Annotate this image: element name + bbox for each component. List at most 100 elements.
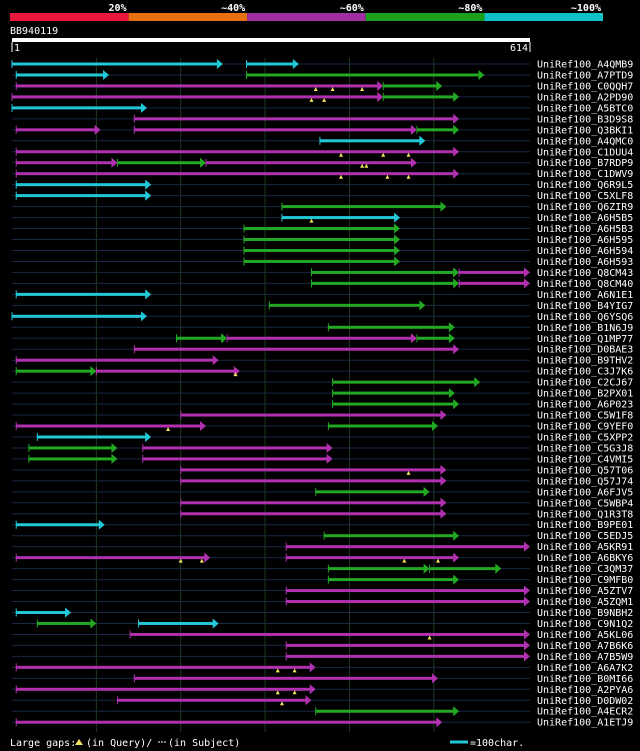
alignment-segment[interactable] bbox=[206, 161, 412, 165]
alignment-segment[interactable] bbox=[429, 567, 497, 571]
hit-row[interactable]: UniRef100_C3J7K6 bbox=[12, 366, 633, 378]
hit-label[interactable]: UniRef100_Q8CM40 bbox=[537, 279, 633, 290]
alignment-segment[interactable] bbox=[28, 446, 113, 450]
hit-label[interactable]: UniRef100_Q57T06 bbox=[537, 465, 633, 476]
alignment-segment[interactable] bbox=[28, 457, 113, 461]
alignment-segment[interactable] bbox=[286, 545, 525, 549]
alignment-segment[interactable] bbox=[138, 621, 214, 625]
alignment-segment[interactable] bbox=[16, 611, 67, 614]
hit-label[interactable]: UniRef100_B2PX01 bbox=[537, 389, 633, 400]
alignment-segment[interactable] bbox=[286, 654, 525, 658]
hit-label[interactable]: UniRef100_B1N6J9 bbox=[537, 323, 633, 334]
hit-row[interactable]: UniRef100_A7B6K6 bbox=[12, 640, 633, 652]
hit-row[interactable]: UniRef100_Q6R9L5 bbox=[12, 179, 633, 192]
hit-label[interactable]: UniRef100_A5KR91 bbox=[537, 542, 633, 553]
hit-label[interactable]: UniRef100_C1DWV9 bbox=[537, 169, 633, 180]
hit-row[interactable]: UniRef100_A7PTD9 bbox=[12, 69, 633, 82]
hit-label[interactable]: UniRef100_A7PTD9 bbox=[537, 70, 633, 81]
hit-row[interactable]: UniRef100_Q57T06 bbox=[12, 464, 633, 477]
hit-row[interactable]: UniRef100_Q8CM43 bbox=[12, 267, 633, 279]
hit-row[interactable]: UniRef100_B0MI66 bbox=[12, 673, 633, 685]
hit-label[interactable]: UniRef100_A2PD90 bbox=[537, 92, 633, 103]
hit-label[interactable]: UniRef100_C0QQH7 bbox=[537, 81, 633, 92]
alignment-segment[interactable] bbox=[134, 128, 412, 132]
hit-row[interactable]: UniRef100_C5WBP4 bbox=[12, 497, 633, 510]
hit-row[interactable]: UniRef100_A4ECR2 bbox=[12, 706, 633, 718]
hit-row[interactable]: UniRef100_A6FJV5 bbox=[12, 486, 633, 499]
alignment-segment[interactable] bbox=[269, 303, 421, 307]
hit-label[interactable]: UniRef100_Q6R9L5 bbox=[537, 180, 633, 191]
hit-row[interactable]: UniRef100_B9THV2 bbox=[12, 355, 633, 367]
hit-label[interactable]: UniRef100_C5W1F8 bbox=[537, 411, 633, 422]
alignment-segment[interactable] bbox=[311, 281, 455, 285]
hit-label[interactable]: UniRef100_B3D9S8 bbox=[537, 114, 633, 125]
alignment-segment[interactable] bbox=[37, 435, 147, 439]
hit-row[interactable]: UniRef100_B2PX01 bbox=[12, 388, 633, 400]
alignment-segment[interactable] bbox=[180, 512, 442, 516]
alignment-segment[interactable] bbox=[16, 161, 113, 165]
alignment-segment[interactable] bbox=[12, 106, 142, 110]
hit-row[interactable]: UniRef100_A6H595 bbox=[12, 234, 633, 247]
alignment-segment[interactable] bbox=[142, 457, 328, 461]
hit-label[interactable]: UniRef100_C5WBP4 bbox=[537, 498, 633, 509]
alignment-segment[interactable] bbox=[134, 676, 434, 680]
hit-row[interactable]: UniRef100_A6A7K2 bbox=[12, 662, 633, 674]
hit-label[interactable]: UniRef100_C9MFB0 bbox=[537, 575, 633, 586]
alignment-segment[interactable] bbox=[459, 281, 525, 285]
alignment-segment[interactable] bbox=[16, 128, 96, 132]
hit-label[interactable]: UniRef100_C5G3J8 bbox=[537, 443, 633, 454]
alignment-segment[interactable] bbox=[117, 698, 307, 702]
alignment-segment[interactable] bbox=[244, 248, 396, 252]
hit-row[interactable]: UniRef100_B7RDP9 bbox=[12, 157, 633, 170]
hit-label[interactable]: UniRef100_A5KL06 bbox=[537, 630, 633, 641]
alignment-segment[interactable] bbox=[16, 369, 92, 373]
hit-row[interactable]: UniRef100_D0DW02 bbox=[12, 695, 633, 707]
hit-row[interactable]: UniRef100_C5W1F8 bbox=[12, 410, 633, 422]
hit-label[interactable]: UniRef100_A5BTC0 bbox=[537, 103, 633, 114]
hit-row[interactable]: UniRef100_A2PD90 bbox=[11, 91, 633, 104]
hit-label[interactable]: UniRef100_A7B5W9 bbox=[537, 652, 633, 663]
hit-row[interactable]: UniRef100_Q57J74 bbox=[12, 475, 633, 488]
alignment-segment[interactable] bbox=[286, 643, 525, 647]
hit-label[interactable]: UniRef100_Q3BKI1 bbox=[537, 125, 633, 136]
hit-row[interactable]: UniRef100_A4QMB9 bbox=[11, 59, 633, 71]
hit-row[interactable]: UniRef100_Q6YSQ6 bbox=[11, 311, 633, 323]
alignment-segment[interactable] bbox=[328, 578, 455, 582]
hit-row[interactable]: UniRef100_A2PYA6 bbox=[12, 684, 633, 696]
hit-label[interactable]: UniRef100_A6H5B3 bbox=[537, 224, 633, 235]
hit-row[interactable]: UniRef100_C5XPP2 bbox=[12, 431, 633, 444]
hit-row[interactable]: UniRef100_B9PE01 bbox=[12, 519, 633, 532]
hit-label[interactable]: UniRef100_Q1R3T8 bbox=[537, 509, 633, 520]
alignment-segment[interactable] bbox=[16, 665, 311, 669]
hit-row[interactable]: UniRef100_B1N6J9 bbox=[12, 322, 633, 334]
alignment-segment[interactable] bbox=[16, 172, 455, 176]
alignment-segment[interactable] bbox=[16, 73, 105, 77]
alignment-segment[interactable] bbox=[315, 490, 425, 494]
hit-row[interactable]: UniRef100_A6H593 bbox=[12, 256, 633, 268]
hit-row[interactable]: UniRef100_C5EDJ5 bbox=[12, 530, 633, 543]
hit-row[interactable]: UniRef100_C5XLF8 bbox=[12, 190, 633, 203]
hit-row[interactable]: UniRef100_B9NBH2 bbox=[12, 607, 633, 620]
alignment-segment[interactable] bbox=[286, 556, 455, 560]
alignment-segment[interactable] bbox=[96, 369, 235, 373]
alignment-segment[interactable] bbox=[324, 534, 455, 538]
hit-row[interactable]: UniRef100_Q8CM40 bbox=[12, 278, 633, 290]
alignment-segment[interactable] bbox=[180, 501, 442, 505]
hit-label[interactable]: UniRef100_B9PE01 bbox=[537, 520, 633, 531]
hit-row[interactable]: UniRef100_B4YIG7 bbox=[12, 300, 633, 312]
hit-label[interactable]: UniRef100_A1ETJ9 bbox=[537, 718, 633, 729]
alignment-segment[interactable] bbox=[180, 413, 442, 417]
alignment-segment[interactable] bbox=[311, 270, 455, 274]
alignment-segment[interactable] bbox=[37, 621, 92, 625]
hit-row[interactable]: UniRef100_A6H5B3 bbox=[12, 223, 633, 236]
hit-row[interactable]: UniRef100_Q1R3T8 bbox=[12, 508, 633, 521]
alignment-segment[interactable] bbox=[227, 336, 412, 340]
hit-label[interactable]: UniRef100_C1DUU4 bbox=[537, 147, 633, 158]
hit-row[interactable]: UniRef100_A6BKY6 bbox=[12, 552, 633, 565]
hit-row[interactable]: UniRef100_Q3BKI1 bbox=[12, 124, 633, 137]
hit-label[interactable]: UniRef100_A6N1E1 bbox=[537, 290, 633, 301]
alignment-segment[interactable] bbox=[134, 117, 455, 121]
hit-label[interactable]: UniRef100_B9NBH2 bbox=[537, 608, 633, 619]
hit-label[interactable]: UniRef100_A6H593 bbox=[537, 257, 633, 268]
alignment-segment[interactable] bbox=[16, 720, 438, 724]
